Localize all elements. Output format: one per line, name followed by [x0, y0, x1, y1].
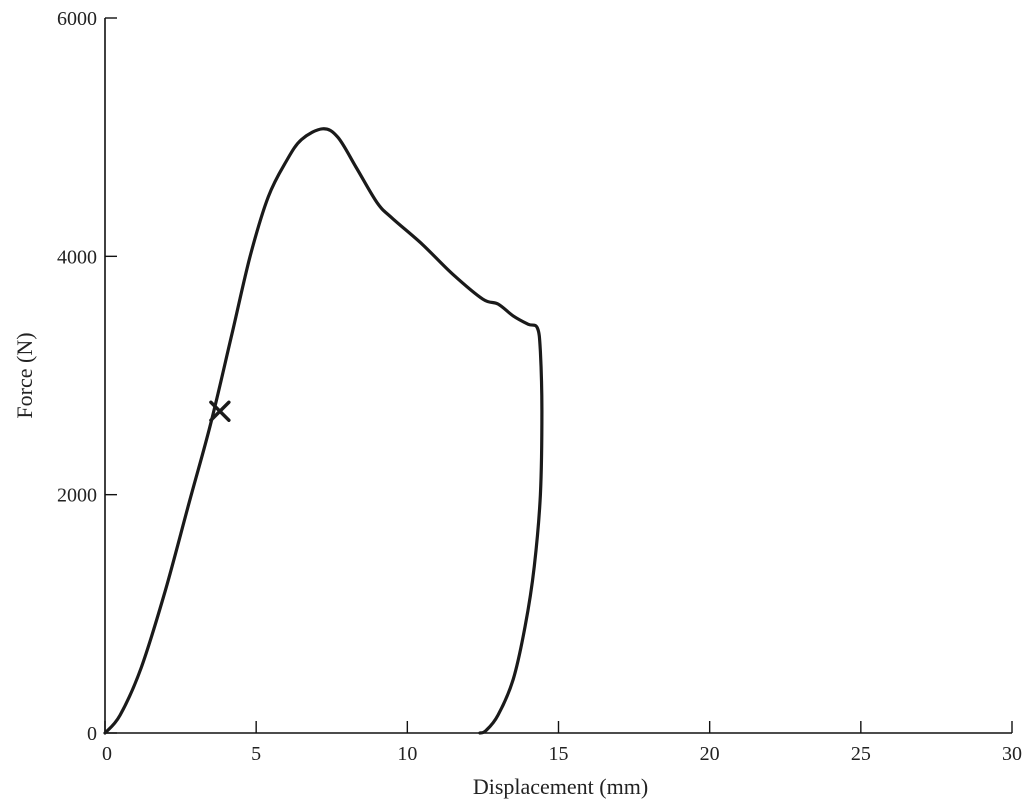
y-tick-label: 6000 [57, 8, 97, 30]
x-marker-stroke [209, 400, 231, 422]
x-tick-label: 5 [251, 743, 261, 765]
y-axis-title: Force (N) [12, 332, 37, 418]
x-tick-label: 10 [397, 743, 417, 765]
axes [104, 18, 1012, 734]
y-tick-label: 2000 [57, 485, 97, 507]
x-tick-label: 15 [549, 743, 569, 765]
x-axis-title: Displacement (mm) [473, 774, 648, 799]
x-tick-label: 0 [102, 743, 112, 765]
x-marker [209, 400, 231, 422]
y-tick-label: 0 [87, 723, 97, 745]
ticks: 0 5 10 15 20 25 30 0 2000 4000 6000 [57, 8, 1022, 765]
y-tick-label: 4000 [57, 246, 97, 268]
x-tick-label: 20 [700, 743, 720, 765]
plot-area [103, 127, 544, 735]
force-displacement-curve [103, 127, 544, 735]
x-tick-label: 30 [1002, 743, 1022, 765]
x-tick-label: 25 [851, 743, 871, 765]
